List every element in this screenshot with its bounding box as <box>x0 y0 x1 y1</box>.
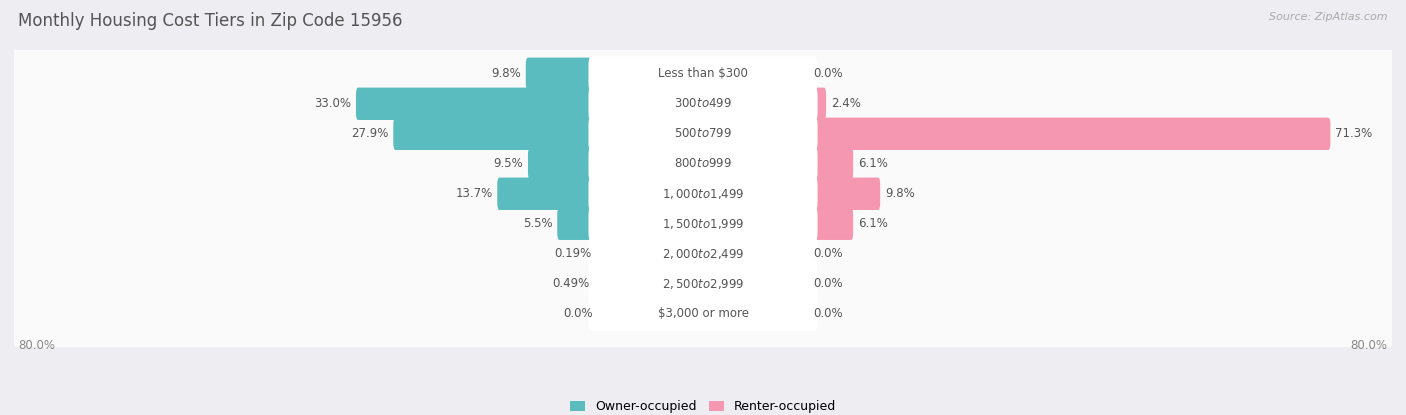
FancyBboxPatch shape <box>804 117 1330 150</box>
FancyBboxPatch shape <box>589 176 817 211</box>
FancyBboxPatch shape <box>589 296 817 331</box>
FancyBboxPatch shape <box>557 208 602 240</box>
FancyBboxPatch shape <box>356 88 602 120</box>
FancyBboxPatch shape <box>11 130 1395 197</box>
FancyBboxPatch shape <box>11 71 1395 137</box>
Text: 0.19%: 0.19% <box>554 247 592 260</box>
FancyBboxPatch shape <box>11 100 1395 167</box>
Text: $2,500 to $2,999: $2,500 to $2,999 <box>662 277 744 291</box>
Text: 0.0%: 0.0% <box>813 277 842 290</box>
FancyBboxPatch shape <box>589 237 817 271</box>
FancyBboxPatch shape <box>11 161 1395 227</box>
Text: 5.5%: 5.5% <box>523 217 553 230</box>
Legend: Owner-occupied, Renter-occupied: Owner-occupied, Renter-occupied <box>569 400 837 413</box>
FancyBboxPatch shape <box>589 116 817 151</box>
Text: 80.0%: 80.0% <box>1351 339 1388 352</box>
Text: $2,000 to $2,499: $2,000 to $2,499 <box>662 247 744 261</box>
FancyBboxPatch shape <box>593 268 602 300</box>
Text: 0.0%: 0.0% <box>813 247 842 260</box>
Text: Source: ZipAtlas.com: Source: ZipAtlas.com <box>1270 12 1388 22</box>
Text: 27.9%: 27.9% <box>352 127 388 140</box>
Text: $300 to $499: $300 to $499 <box>673 97 733 110</box>
FancyBboxPatch shape <box>804 148 853 180</box>
FancyBboxPatch shape <box>498 178 602 210</box>
Text: $800 to $999: $800 to $999 <box>673 157 733 170</box>
Text: $1,500 to $1,999: $1,500 to $1,999 <box>662 217 744 231</box>
Text: $500 to $799: $500 to $799 <box>673 127 733 140</box>
Text: 80.0%: 80.0% <box>18 339 55 352</box>
Text: $3,000 or more: $3,000 or more <box>658 307 748 320</box>
Text: 9.8%: 9.8% <box>884 187 915 200</box>
FancyBboxPatch shape <box>11 220 1395 287</box>
Text: 6.1%: 6.1% <box>858 217 887 230</box>
Text: $1,000 to $1,499: $1,000 to $1,499 <box>662 187 744 201</box>
FancyBboxPatch shape <box>529 148 602 180</box>
Text: 71.3%: 71.3% <box>1336 127 1372 140</box>
FancyBboxPatch shape <box>596 237 602 270</box>
FancyBboxPatch shape <box>11 41 1395 107</box>
FancyBboxPatch shape <box>589 56 817 91</box>
Text: 9.5%: 9.5% <box>494 157 523 170</box>
FancyBboxPatch shape <box>11 281 1395 347</box>
FancyBboxPatch shape <box>589 206 817 241</box>
Text: Monthly Housing Cost Tiers in Zip Code 15956: Monthly Housing Cost Tiers in Zip Code 1… <box>18 12 402 30</box>
Text: 6.1%: 6.1% <box>858 157 887 170</box>
Text: 0.0%: 0.0% <box>564 307 593 320</box>
Text: 0.0%: 0.0% <box>813 307 842 320</box>
FancyBboxPatch shape <box>589 266 817 301</box>
FancyBboxPatch shape <box>11 251 1395 317</box>
FancyBboxPatch shape <box>589 86 817 121</box>
Text: 13.7%: 13.7% <box>456 187 492 200</box>
FancyBboxPatch shape <box>526 58 602 90</box>
Text: 0.0%: 0.0% <box>813 67 842 80</box>
Text: 2.4%: 2.4% <box>831 97 860 110</box>
FancyBboxPatch shape <box>804 178 880 210</box>
FancyBboxPatch shape <box>804 88 827 120</box>
Text: Less than $300: Less than $300 <box>658 67 748 80</box>
FancyBboxPatch shape <box>589 146 817 181</box>
Text: 33.0%: 33.0% <box>314 97 352 110</box>
Text: 0.49%: 0.49% <box>553 277 589 290</box>
FancyBboxPatch shape <box>394 117 602 150</box>
FancyBboxPatch shape <box>11 190 1395 257</box>
FancyBboxPatch shape <box>804 208 853 240</box>
Text: 9.8%: 9.8% <box>491 67 522 80</box>
